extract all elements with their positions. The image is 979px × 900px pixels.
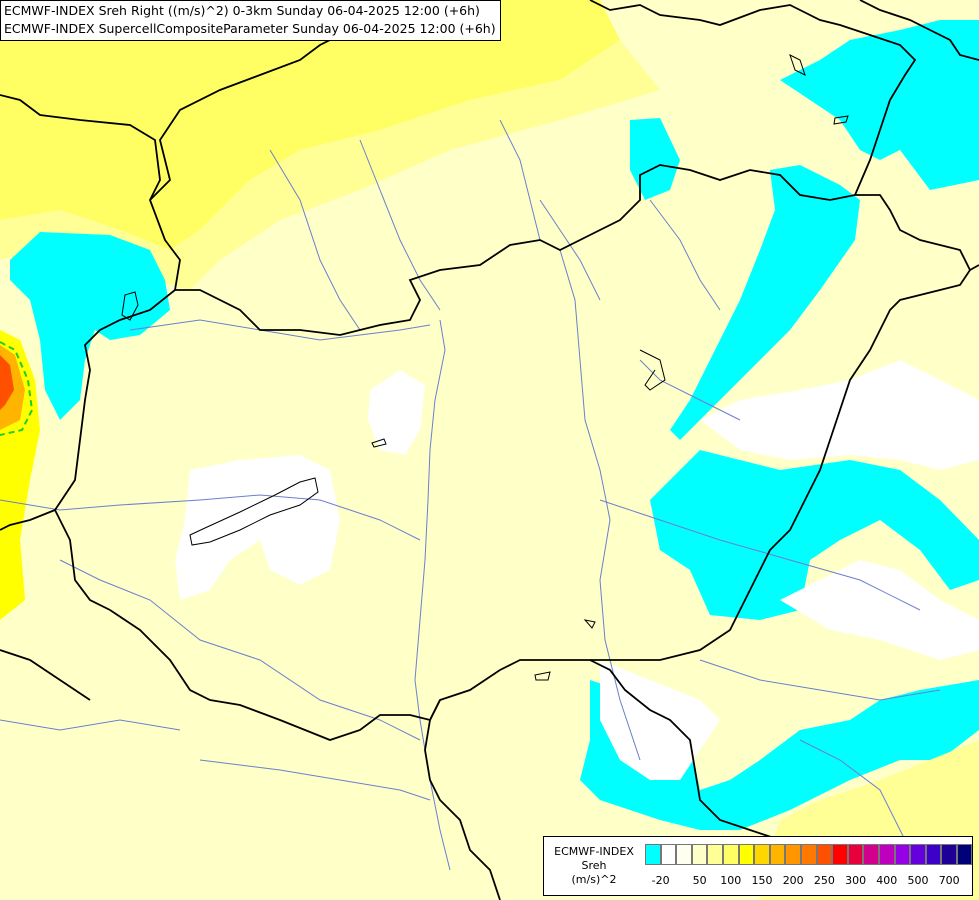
legend-tick-label: 400 (876, 874, 898, 887)
legend-swatch (910, 844, 926, 865)
yellow-field-northwest (0, 40, 660, 290)
legend-tick-label: 300 (845, 874, 867, 887)
legend-tick-label: 700 (938, 874, 960, 887)
legend-swatch (800, 844, 817, 865)
white-area-balaton (175, 455, 340, 600)
cyan-area-north-center (630, 118, 680, 200)
legend-title-parameter: Sreh (581, 859, 607, 872)
legend-swatch (691, 844, 708, 865)
legend-swatch (816, 844, 833, 865)
legend-swatch (832, 844, 848, 865)
legend-swatch (754, 844, 770, 865)
legend-ticks: -20 50 100 150 200 250 300 400 500 700 (645, 874, 971, 888)
lake-neusiedl (121, 291, 139, 321)
legend-swatch (645, 844, 661, 865)
cyan-area-west (10, 232, 170, 420)
legend-swatch (707, 844, 723, 865)
legend-title-model: ECMWF-INDEX (554, 845, 634, 858)
legend-swatches (645, 844, 973, 865)
legend-swatch (894, 844, 911, 865)
legend-swatch (660, 844, 677, 865)
lake-balaton (189, 477, 319, 546)
cyan-area-south (580, 680, 979, 830)
white-area-east (700, 360, 979, 470)
white-area-southeast (780, 560, 979, 660)
legend-swatch (941, 844, 957, 865)
cyan-area-southeast (650, 450, 979, 620)
legend-swatch (785, 844, 801, 865)
legend-swatch (925, 844, 942, 865)
yellow-field-north (0, 0, 620, 250)
legend-swatch (878, 844, 895, 865)
legend-title-unit: (m/s)^2 (571, 873, 617, 886)
legend-tick-label: -20 (651, 874, 670, 887)
legend-swatch (676, 844, 692, 865)
cyan-area-northeast (780, 20, 979, 190)
rivers (0, 119, 941, 871)
border-details (534, 54, 849, 681)
white-area-south (600, 660, 720, 780)
legend-tick-label: 100 (720, 874, 742, 887)
legend-swatch (863, 844, 879, 865)
legend-swatch (769, 844, 786, 865)
map-title-line-1: ECMWF-INDEX Sreh Right ((m/s)^2) 0-3km S… (4, 3, 480, 18)
contour-dashed-west (0, 341, 34, 436)
map-title-line-2: ECMWF-INDEX SupercellCompositeParameter … (4, 21, 496, 36)
lake-small (371, 438, 387, 448)
legend-tick-label: 150 (751, 874, 773, 887)
legend-title: ECMWF-INDEX Sreh (m/s)^2 (544, 837, 644, 895)
legend-swatch (722, 844, 739, 865)
map-title-box: ECMWF-INDEX Sreh Right ((m/s)^2) 0-3km S… (0, 0, 501, 41)
white-area-center (368, 370, 425, 455)
legend-swatch (738, 844, 755, 865)
red-field-west (0, 355, 14, 410)
cyan-area-east (670, 165, 860, 440)
legend-tick-label: 200 (782, 874, 804, 887)
legend-swatch (847, 844, 864, 865)
color-legend: ECMWF-INDEX Sreh (m/s)^2 -20 50 100 150 200 2… (543, 836, 973, 896)
legend-tick-label: 50 (692, 874, 707, 887)
legend-swatch (956, 844, 973, 865)
legend-tick-label: 500 (907, 874, 929, 887)
legend-tick-label: 250 (813, 874, 835, 887)
